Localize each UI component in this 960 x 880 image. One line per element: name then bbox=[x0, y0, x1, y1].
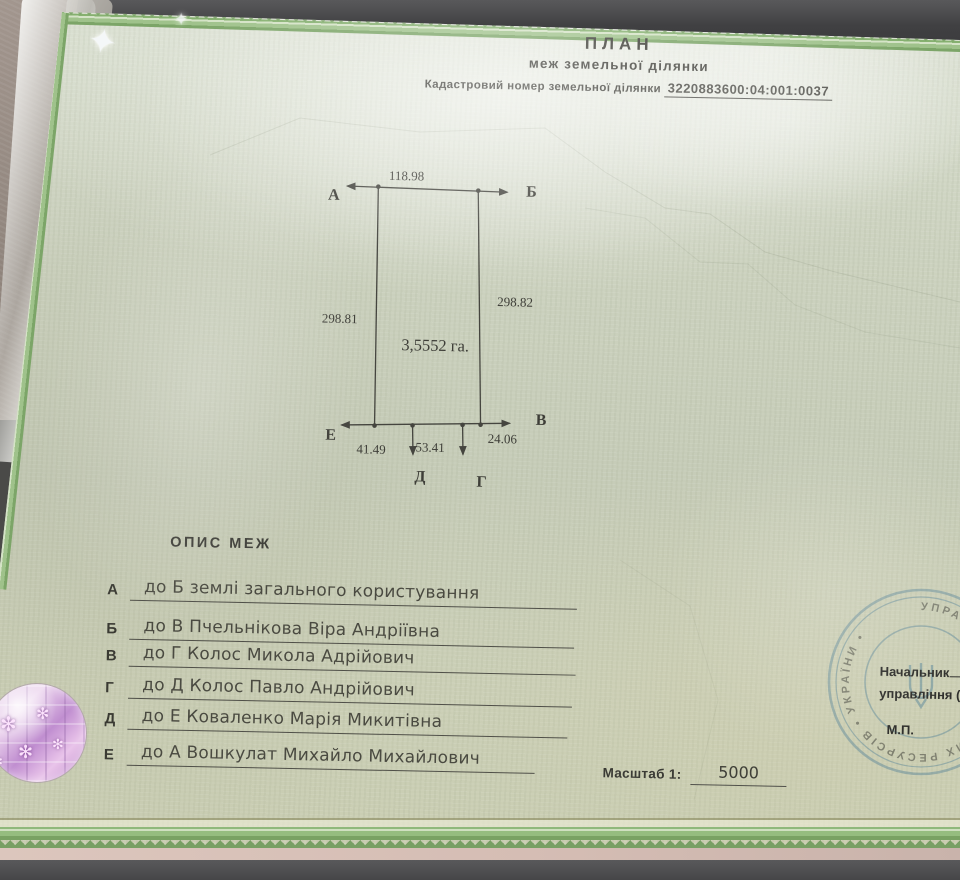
length-ae: 298.81 bbox=[322, 311, 358, 327]
cadastral-number-value: 3220883600:04:001:0037 bbox=[664, 80, 833, 101]
boundary-row-letter: В bbox=[105, 647, 117, 665]
boundary-row: Г до Д Колос Павло Андрійович bbox=[105, 674, 575, 708]
boundary-row-text: до А Вошкулат Михайло Михайлович bbox=[126, 741, 536, 774]
vertex-dot bbox=[460, 422, 465, 428]
edge-e-v bbox=[340, 419, 512, 429]
area-label: 3,5552 га. bbox=[401, 335, 469, 355]
vertex-dot bbox=[410, 423, 415, 428]
parcel-diagram: 118.98 А Б 298.81 298.82 3,5552 га. Е В … bbox=[322, 168, 547, 491]
official-position-line2: управління ( bbox=[879, 685, 960, 703]
boundary-row-letter: Е bbox=[103, 746, 115, 764]
border-line-bottom bbox=[0, 818, 960, 820]
edge-b-v bbox=[477, 190, 482, 426]
boundaries-heading: ОПИС МЕЖ bbox=[169, 534, 272, 553]
title-block: ПЛАН меж земельної ділянки Кадастровий н… bbox=[398, 30, 839, 101]
boundary-row-text: до Д Колос Павло Андрійович bbox=[128, 674, 573, 708]
boundary-row: А до Б землі загального користування bbox=[107, 576, 578, 610]
corner-b: Б bbox=[526, 184, 537, 201]
photo-of-land-plan-document: { "document": { "title": "ПЛАН", "subtit… bbox=[0, 0, 960, 860]
sparkle-icon: ✦ bbox=[174, 10, 189, 29]
official-position-line1: Начальник bbox=[879, 663, 950, 681]
length-bv: 298.82 bbox=[497, 294, 533, 310]
corner-g: Г bbox=[476, 474, 487, 491]
corner-v: В bbox=[536, 412, 547, 429]
holo-flower-icon: ✻ bbox=[52, 736, 64, 752]
holo-flower-icon: ✻ bbox=[0, 714, 17, 736]
boundary-row-letter: Б bbox=[106, 620, 118, 638]
stamp-place-label: М.П. bbox=[886, 721, 915, 738]
edge-a-b bbox=[345, 182, 509, 196]
vertex-dot bbox=[475, 188, 481, 193]
length-ab: 118.98 bbox=[389, 168, 425, 184]
signature-line bbox=[949, 664, 960, 678]
holo-flower-icon: ✻ bbox=[36, 706, 50, 723]
boundary-row-text: до Е Коваленко Марія Микитівна bbox=[127, 705, 568, 739]
corner-a: А bbox=[328, 187, 340, 204]
holo-flower-icon: ✻ bbox=[0, 754, 3, 770]
round-official-stamp: УПРАВЛІННЯ ЗЕМЕЛЬНИХ РЕСУРСІВ • УКРАЇНИ … bbox=[827, 588, 960, 776]
length-dg: 53.41 bbox=[415, 439, 445, 455]
vertex-dot bbox=[372, 423, 377, 428]
document-page: УПРАВЛІННЯ ЗЕМЕЛЬНИХ РЕСУРСІВ • УКРАЇНИ … bbox=[0, 0, 960, 860]
cadastral-number-line: Кадастровий номер земельної ділянки 3220… bbox=[408, 75, 848, 101]
boundary-row: Д до Е Коваленко Марія Микитівна bbox=[104, 705, 574, 739]
length-ed: 41.49 bbox=[356, 441, 386, 457]
official-position-block: Начальник управління ( bbox=[879, 661, 960, 708]
scale-label: Масштаб 1: bbox=[602, 765, 682, 782]
boundary-row-text: до Б землі загального користування bbox=[129, 576, 578, 610]
border-band-bottom bbox=[0, 827, 960, 848]
border-pale-strip bbox=[0, 820, 960, 827]
corner-d: Д bbox=[414, 468, 425, 485]
vertex-dot bbox=[376, 184, 381, 189]
boundary-row-text: до Г Колос Микола Адрійович bbox=[128, 642, 577, 676]
scale-block: Масштаб 1: 5000 bbox=[602, 760, 787, 787]
boundary-row-letter: А bbox=[107, 581, 119, 599]
edge-a-e bbox=[373, 186, 379, 426]
holographic-security-sticker: ✻ ✻ ✻ ✻ ✻ bbox=[0, 684, 86, 782]
trident-emblem-icon bbox=[908, 663, 934, 710]
vertex-dot bbox=[478, 422, 483, 428]
length-gv: 24.06 bbox=[488, 431, 518, 447]
tick-d bbox=[408, 425, 417, 456]
boundary-row-letter: Г bbox=[105, 679, 114, 697]
holo-flower-icon: ✻ bbox=[18, 742, 34, 762]
boundary-row: Е до А Вошкулат Михайло Михайлович bbox=[104, 741, 574, 774]
boundary-row-letter: Д bbox=[104, 710, 116, 728]
corner-e: Е bbox=[325, 427, 336, 444]
tick-g bbox=[458, 424, 467, 456]
cadastral-number-label: Кадастровий номер земельної ділянки bbox=[424, 78, 662, 96]
scale-value: 5000 bbox=[690, 762, 787, 787]
